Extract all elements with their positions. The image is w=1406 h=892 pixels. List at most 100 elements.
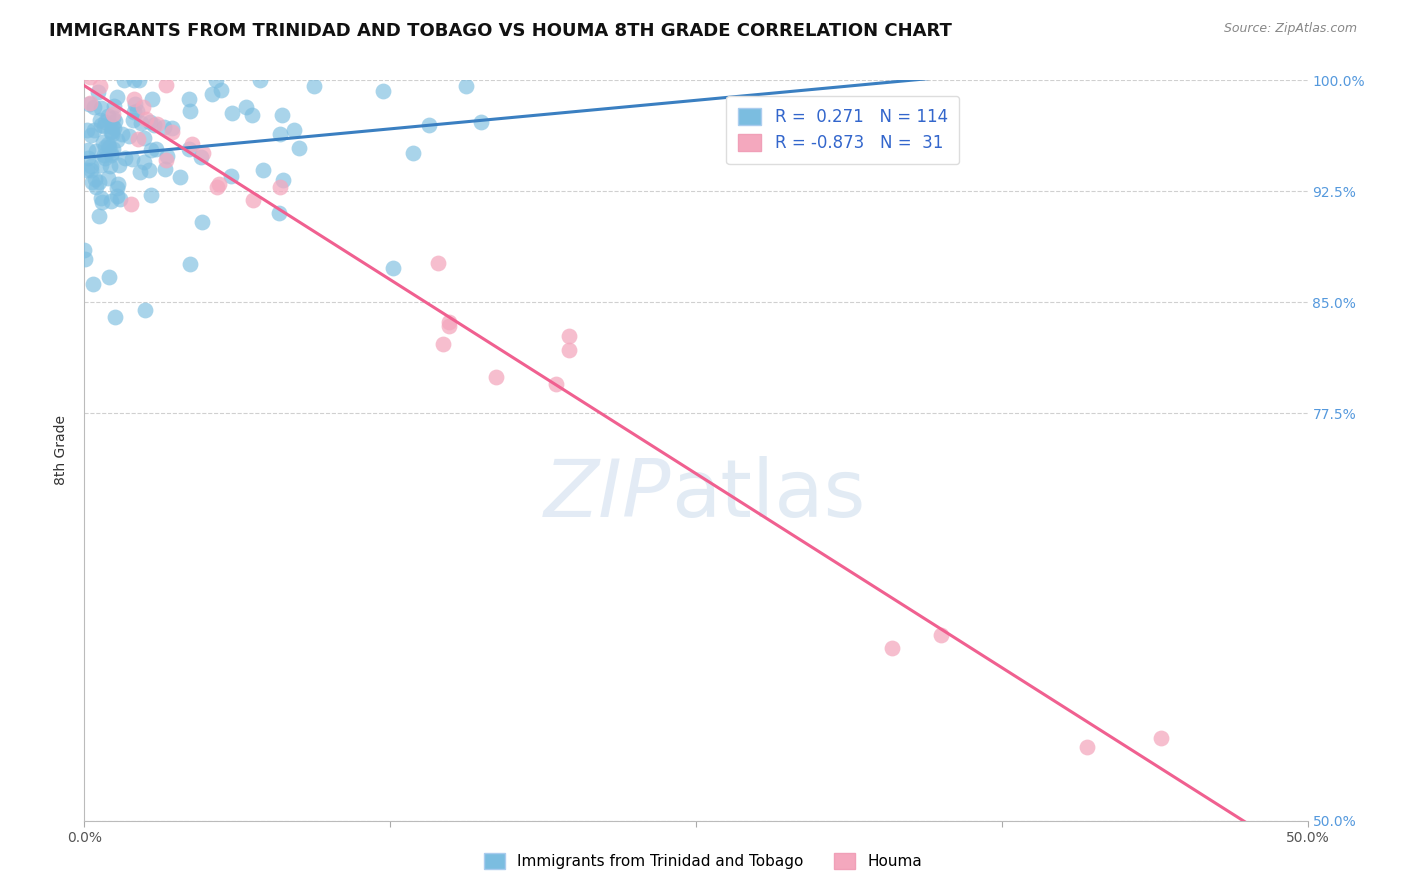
Point xyxy=(558,329,581,343)
Text: Source: ZipAtlas.com: Source: ZipAtlas.com xyxy=(1223,22,1357,36)
Point xyxy=(418,118,440,132)
Point xyxy=(75,252,97,266)
Point xyxy=(180,136,202,151)
Point xyxy=(93,115,115,129)
Point xyxy=(880,641,903,656)
Point xyxy=(77,96,100,111)
Point xyxy=(94,140,117,154)
Point xyxy=(127,131,149,145)
Point xyxy=(302,78,325,93)
Point xyxy=(470,115,492,129)
Point xyxy=(156,149,179,163)
Point xyxy=(93,148,115,162)
Point xyxy=(111,127,134,141)
Point xyxy=(121,153,143,167)
Point xyxy=(83,100,105,114)
Point xyxy=(558,343,581,358)
Point xyxy=(269,206,291,220)
Point xyxy=(100,148,122,162)
Point xyxy=(221,106,243,120)
Point xyxy=(120,197,142,211)
Point xyxy=(160,121,183,136)
Point xyxy=(177,142,200,156)
Point xyxy=(84,180,107,194)
Point xyxy=(205,73,228,87)
Point xyxy=(132,155,155,169)
Point xyxy=(129,116,152,130)
Point xyxy=(125,103,148,118)
Point xyxy=(427,256,450,270)
Point xyxy=(97,270,120,285)
Point xyxy=(103,99,125,113)
Point xyxy=(79,95,101,110)
Point xyxy=(141,92,163,106)
Point xyxy=(105,133,128,147)
Point xyxy=(82,175,104,189)
Point xyxy=(100,127,122,141)
Point xyxy=(132,131,155,145)
Point xyxy=(139,143,162,157)
Point xyxy=(112,73,135,87)
Point xyxy=(249,73,271,87)
Point xyxy=(90,158,112,172)
Point xyxy=(97,171,120,186)
Y-axis label: 8th Grade: 8th Grade xyxy=(55,416,69,485)
Point xyxy=(101,142,124,156)
Legend: R =  0.271   N = 114, R = -0.873   N =  31: R = 0.271 N = 114, R = -0.873 N = 31 xyxy=(725,96,959,164)
Point xyxy=(104,310,127,324)
Point xyxy=(179,104,201,119)
Point xyxy=(90,101,112,115)
Point xyxy=(84,145,107,159)
Point xyxy=(87,85,110,99)
Point xyxy=(76,162,98,177)
Point xyxy=(105,90,128,104)
Point xyxy=(1076,739,1098,754)
Point xyxy=(437,315,460,329)
Point xyxy=(485,370,508,384)
Point xyxy=(269,180,291,194)
Point xyxy=(97,109,120,123)
Point xyxy=(90,191,112,205)
Point xyxy=(90,195,112,210)
Point xyxy=(205,180,228,194)
Point xyxy=(190,150,212,164)
Point xyxy=(79,70,101,84)
Point xyxy=(104,114,127,128)
Point xyxy=(271,173,294,187)
Point xyxy=(138,163,160,178)
Point xyxy=(79,159,101,173)
Point xyxy=(94,151,117,165)
Point xyxy=(80,162,103,177)
Point xyxy=(82,277,104,291)
Point xyxy=(145,142,167,156)
Point xyxy=(83,123,105,137)
Point xyxy=(101,112,124,126)
Point xyxy=(177,92,200,106)
Point xyxy=(235,100,257,114)
Point xyxy=(146,118,169,132)
Point xyxy=(84,172,107,186)
Point xyxy=(103,121,125,136)
Point xyxy=(169,170,191,185)
Point xyxy=(432,337,454,351)
Point xyxy=(114,151,136,165)
Point xyxy=(129,165,152,179)
Point xyxy=(139,115,162,129)
Point xyxy=(193,145,215,160)
Point xyxy=(128,73,150,87)
Text: atlas: atlas xyxy=(672,456,866,534)
Point xyxy=(93,119,115,133)
Point xyxy=(100,124,122,138)
Point xyxy=(382,260,405,275)
Point xyxy=(122,113,145,128)
Point xyxy=(79,128,101,142)
Point xyxy=(105,188,128,202)
Point xyxy=(134,302,156,317)
Point xyxy=(270,108,292,122)
Point xyxy=(287,141,309,155)
Text: ZIP: ZIP xyxy=(544,456,672,534)
Point xyxy=(201,87,224,101)
Point xyxy=(76,151,98,165)
Point xyxy=(100,146,122,161)
Point xyxy=(546,377,568,392)
